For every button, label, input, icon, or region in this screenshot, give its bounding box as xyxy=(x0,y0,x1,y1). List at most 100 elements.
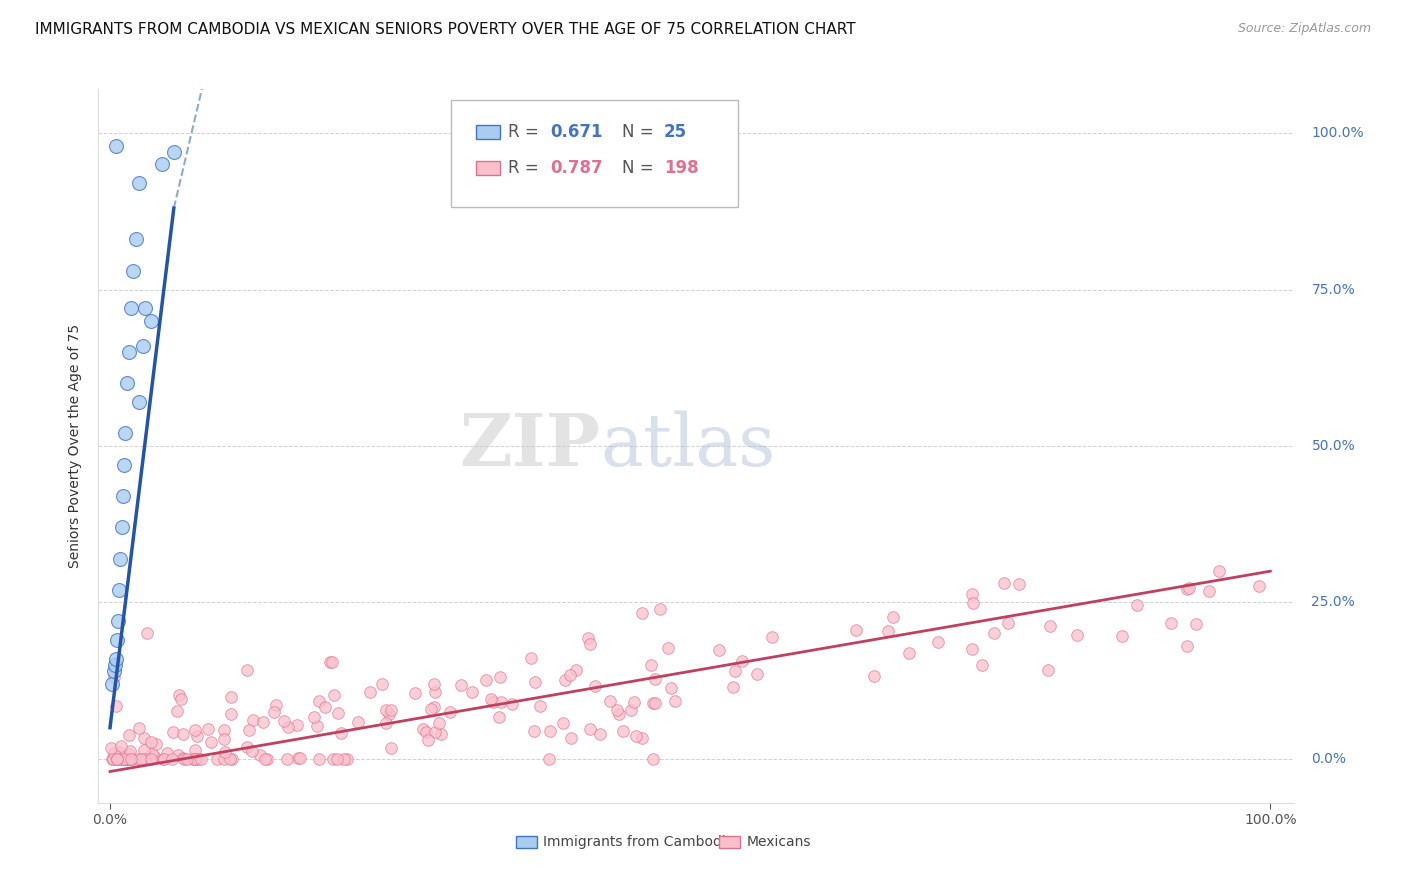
Point xyxy=(170,692,193,706)
Point xyxy=(139,314,162,328)
Point xyxy=(285,718,308,732)
Text: 100.0%: 100.0% xyxy=(1312,126,1364,140)
Point xyxy=(624,729,647,743)
Point xyxy=(142,748,165,763)
Point xyxy=(103,670,125,684)
Point xyxy=(308,752,330,766)
Point xyxy=(105,633,128,648)
Point xyxy=(422,676,444,690)
Point xyxy=(117,752,139,766)
Point xyxy=(129,752,152,766)
Point xyxy=(287,750,309,764)
Text: 0.0%: 0.0% xyxy=(1312,752,1347,766)
Point xyxy=(308,694,330,708)
Point xyxy=(101,677,124,691)
Point xyxy=(219,707,242,722)
Point xyxy=(578,637,600,651)
Point xyxy=(745,667,768,681)
Point xyxy=(962,597,984,611)
Point xyxy=(160,752,183,766)
Text: 25: 25 xyxy=(664,123,686,141)
Point xyxy=(141,752,163,766)
Point xyxy=(124,232,146,246)
Text: IMMIGRANTS FROM CAMBODIA VS MEXICAN SENIORS POVERTY OVER THE AGE OF 75 CORRELATI: IMMIGRANTS FROM CAMBODIA VS MEXICAN SENI… xyxy=(35,22,856,37)
Point xyxy=(276,721,298,735)
Text: atlas: atlas xyxy=(600,410,776,482)
Point xyxy=(329,725,352,739)
Point xyxy=(112,752,135,766)
Point xyxy=(305,719,328,733)
Point xyxy=(184,752,207,766)
Point xyxy=(118,747,141,762)
Point xyxy=(205,752,228,766)
Point xyxy=(375,715,398,730)
Point xyxy=(183,752,205,766)
Point xyxy=(238,723,260,737)
Point xyxy=(104,138,127,153)
Point xyxy=(162,724,184,739)
Point xyxy=(664,694,686,708)
Point xyxy=(302,710,325,724)
Point xyxy=(104,699,127,714)
FancyBboxPatch shape xyxy=(516,836,537,848)
Point xyxy=(101,752,124,766)
Point xyxy=(173,752,195,766)
Point xyxy=(128,395,150,409)
Point xyxy=(117,345,139,359)
Point xyxy=(554,673,576,688)
Point xyxy=(107,745,129,759)
Point xyxy=(111,520,134,534)
Point xyxy=(501,697,523,711)
Point xyxy=(172,750,194,764)
Point xyxy=(212,752,235,766)
Point xyxy=(416,733,439,747)
Point xyxy=(612,724,634,739)
Text: R =: R = xyxy=(509,159,544,177)
Text: ZIP: ZIP xyxy=(460,410,600,482)
Point xyxy=(321,656,343,670)
Point xyxy=(489,670,512,684)
Point xyxy=(323,688,346,702)
Point xyxy=(103,752,125,766)
Point xyxy=(236,663,259,677)
Point xyxy=(489,695,512,709)
Point xyxy=(107,614,129,628)
Point xyxy=(877,624,900,639)
Text: 25.0%: 25.0% xyxy=(1312,596,1355,609)
Point xyxy=(105,752,128,766)
Point xyxy=(565,664,588,678)
Point xyxy=(423,725,446,739)
Point xyxy=(1247,579,1270,593)
Point xyxy=(163,145,186,159)
Point xyxy=(845,623,868,637)
Point xyxy=(1208,564,1230,578)
Point xyxy=(589,727,612,741)
Point xyxy=(347,714,370,729)
Point xyxy=(761,630,783,644)
Point xyxy=(450,678,472,692)
Point xyxy=(1175,639,1198,653)
Text: 0.787: 0.787 xyxy=(550,159,603,177)
Point xyxy=(105,752,128,766)
Point xyxy=(139,735,162,749)
Point xyxy=(1038,619,1060,633)
Point xyxy=(254,752,277,766)
Point xyxy=(538,724,561,739)
Text: Mexicans: Mexicans xyxy=(747,835,811,849)
Point xyxy=(288,751,311,765)
Point xyxy=(380,703,402,717)
Point xyxy=(114,752,136,766)
Text: Source: ZipAtlas.com: Source: ZipAtlas.com xyxy=(1237,22,1371,36)
Point xyxy=(152,752,174,766)
Point xyxy=(641,696,664,710)
Point xyxy=(576,631,599,645)
Point xyxy=(427,716,450,731)
Point xyxy=(112,458,135,472)
Point xyxy=(524,675,547,690)
Point xyxy=(108,752,131,766)
Point xyxy=(579,722,602,736)
Point xyxy=(1066,628,1088,642)
Point xyxy=(606,703,628,717)
FancyBboxPatch shape xyxy=(718,836,740,848)
Point xyxy=(240,743,263,757)
